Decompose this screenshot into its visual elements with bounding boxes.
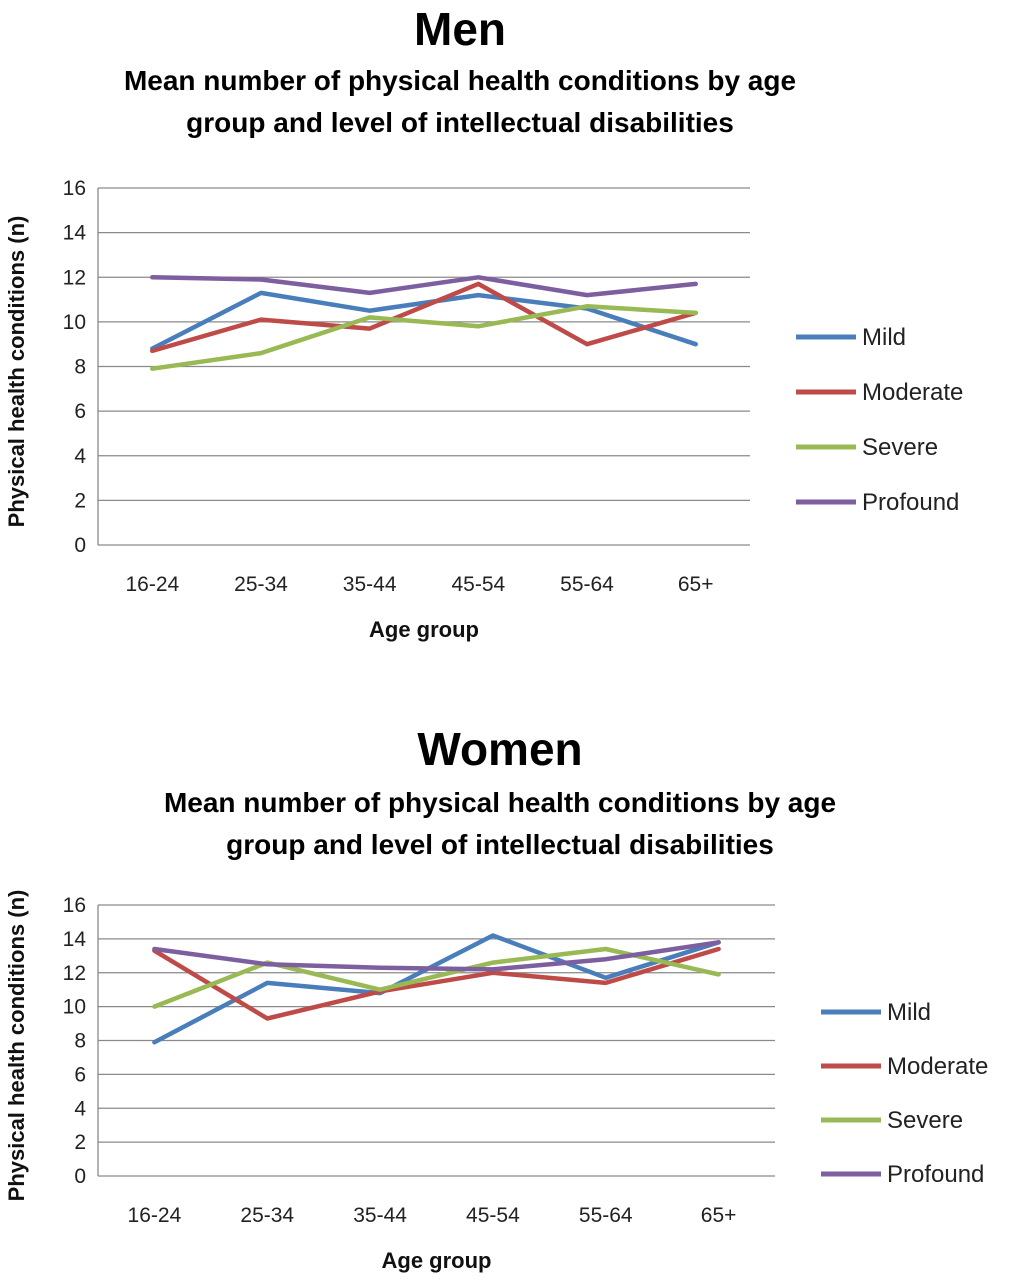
- women-x-tick-label: 35-44: [353, 1204, 407, 1227]
- women-x-tick-label: 16-24: [128, 1204, 182, 1227]
- women-x-tick-label: 65+: [701, 1204, 737, 1227]
- men-chart-title-line-1: Mean number of physical health condition…: [123, 65, 797, 96]
- women-y-tick-label: 14: [63, 928, 87, 951]
- men-chart-title: Mean number of physical health condition…: [40, 60, 880, 144]
- women-series-line-mild: [152, 933, 721, 1045]
- women-chart-title-line-2: group and level of intellectual disabili…: [226, 829, 774, 860]
- men-legend-label-mild: Mild: [862, 324, 906, 351]
- women-line-chart: 0 2 4 6 8 10 12 14 16 16-24 25-34 35-44 45-54 55-64 65…: [4, 890, 988, 1273]
- women-chart-title: Mean number of physical health condition…: [80, 782, 920, 866]
- men-x-axis-label: Age group: [369, 617, 479, 642]
- women-y-tick-label: 16: [63, 894, 86, 917]
- women-y-tick-label: 4: [74, 1097, 86, 1120]
- women-legend-label-mild: Mild: [887, 999, 931, 1026]
- men-y-tick-label: 8: [74, 356, 86, 379]
- men-legend-label-severe: Severe: [862, 434, 938, 461]
- men-x-tick-label: 65+: [678, 573, 714, 596]
- men-legend-label-profound: Profound: [862, 489, 959, 516]
- men-y-tick-label: 4: [74, 445, 86, 468]
- men-series-line-moderate: [150, 281, 698, 354]
- women-chart-title-line-1: Mean number of physical health condition…: [163, 787, 837, 818]
- men-y-tick-label: 6: [74, 400, 86, 423]
- women-y-tick-label: 6: [74, 1063, 86, 1086]
- men-y-axis-label: Physical health conditions (n): [4, 216, 29, 528]
- women-x-tick-label: 55-64: [579, 1204, 633, 1227]
- men-chart-panel: Men Mean number of physical health condi…: [4, 3, 963, 642]
- women-series-line-severe: [152, 946, 721, 1009]
- men-y-tick-label: 0: [74, 534, 86, 557]
- women-y-tick-label: 10: [63, 996, 86, 1019]
- men-y-tick-label: 12: [63, 266, 86, 289]
- men-x-tick-label: 35-44: [343, 573, 397, 596]
- men-series-line-mild: [150, 290, 698, 351]
- men-legend-label-moderate: Moderate: [862, 379, 963, 406]
- men-y-tick-label: 10: [63, 311, 86, 334]
- women-x-tick-label: 25-34: [240, 1204, 294, 1227]
- women-heading: Women: [417, 723, 583, 775]
- men-line-chart: 0 2 4 6 8 10 12 14 16 16-24 25-34 35-44 45-54 55-64 65…: [4, 177, 963, 642]
- women-y-axis-label: Physical health conditions (n): [4, 890, 29, 1202]
- men-y-tick-label: 14: [63, 222, 87, 245]
- women-y-tick-label: 12: [63, 962, 86, 985]
- women-y-tick-label: 8: [74, 1030, 86, 1053]
- men-y-tick-label: 16: [63, 177, 86, 200]
- men-x-tick-label: 25-34: [234, 573, 288, 596]
- women-y-tick-label: 0: [74, 1165, 86, 1188]
- men-heading: Men: [414, 3, 506, 55]
- women-series-line-moderate: [152, 946, 721, 1021]
- men-x-tick-label: 16-24: [125, 573, 179, 596]
- men-x-tick-label: 55-64: [560, 573, 614, 596]
- women-y-tick-label: 2: [74, 1131, 86, 1154]
- women-legend-label-profound: Profound: [887, 1161, 984, 1188]
- women-x-axis-label: Age group: [382, 1248, 492, 1273]
- men-y-tick-label: 2: [74, 489, 86, 512]
- women-legend-label-moderate: Moderate: [887, 1053, 988, 1080]
- men-chart-title-line-2: group and level of intellectual disabili…: [186, 107, 734, 138]
- women-chart-panel: Women Mean number of physical health con…: [0, 720, 1021, 1280]
- women-legend-label-severe: Severe: [887, 1107, 963, 1134]
- women-x-tick-label: 45-54: [466, 1204, 520, 1227]
- men-series-line-severe: [150, 304, 698, 371]
- men-series-line-profound: [150, 275, 698, 298]
- women-series-line-profound: [152, 940, 721, 972]
- men-x-tick-label: 45-54: [451, 573, 505, 596]
